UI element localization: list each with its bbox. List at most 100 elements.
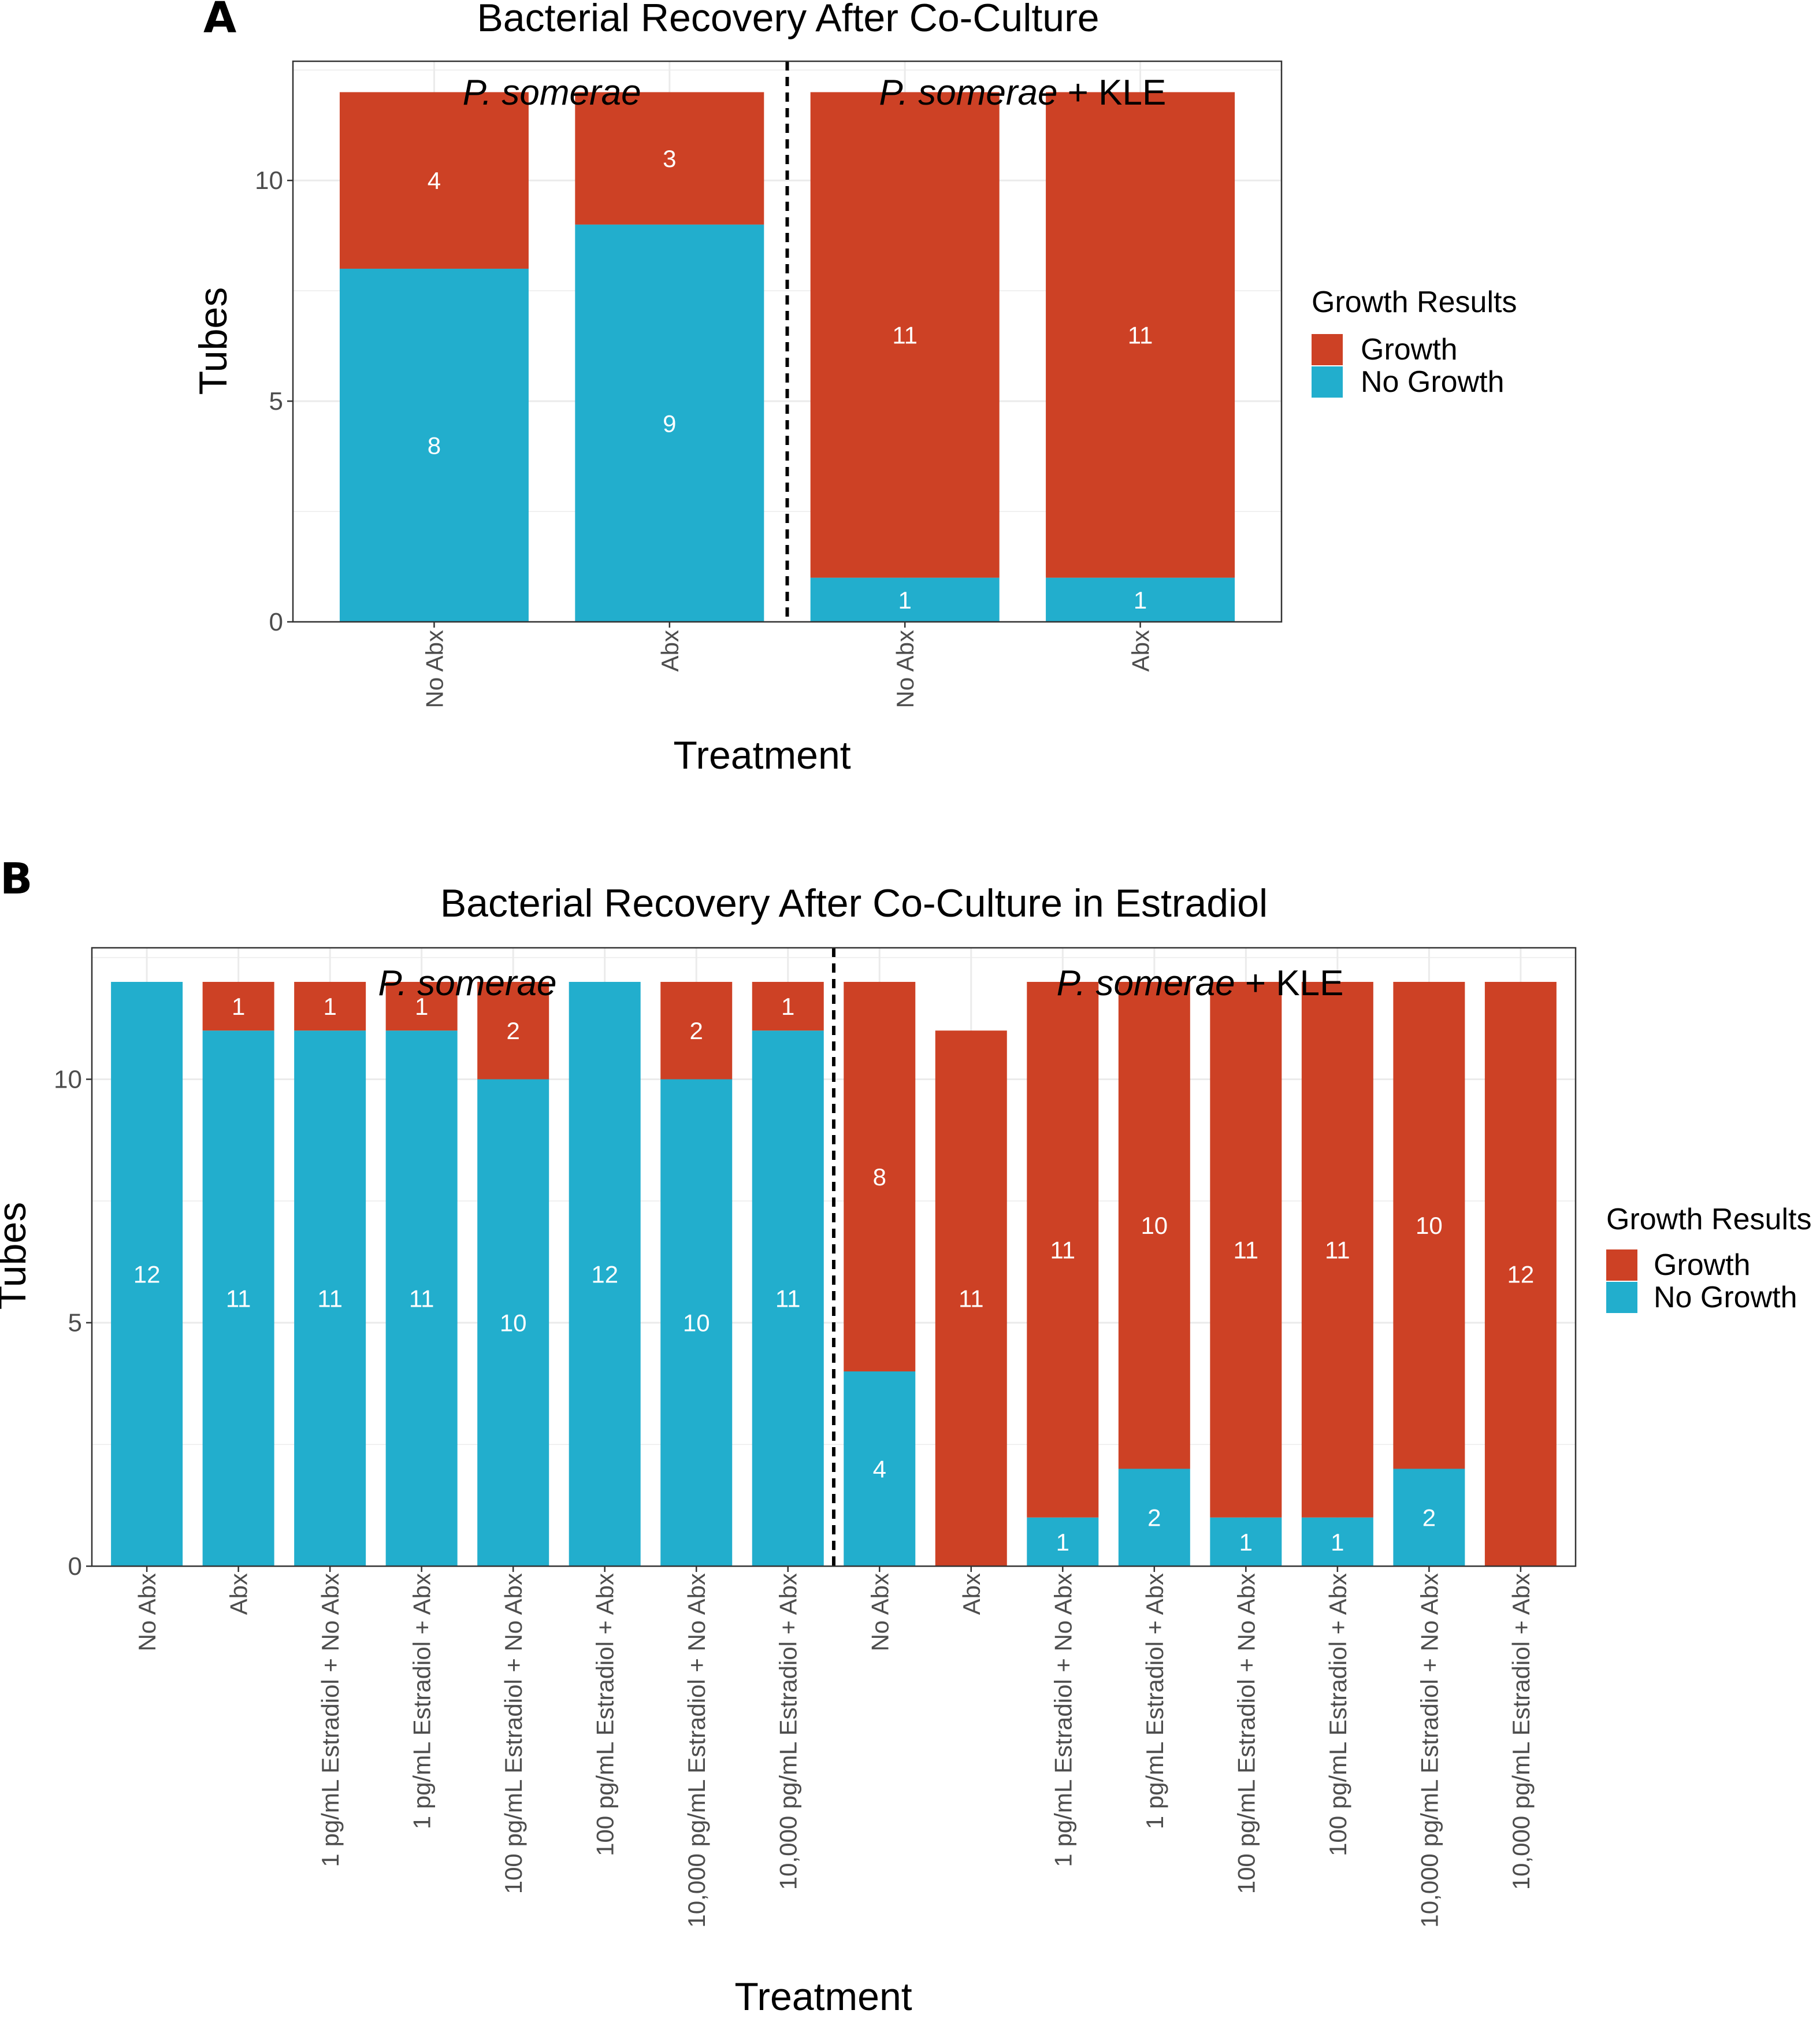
bar-value-label: 10 [683,1310,710,1337]
bars [339,92,1235,622]
bar-segment-no-growth [844,1371,916,1566]
y-axis: 0 5 10 [54,1065,92,1581]
bar-segment-growth [1210,981,1282,1518]
y-tick-label: 0 [68,1552,82,1581]
bar-segment-growth [1046,92,1235,578]
panel-a: A Bacterial Recovery After Co-Culture 8 4 9 3… [191,0,1517,777]
legend-title: Growth Results [1606,1203,1811,1236]
legend-swatch-no-growth [1312,366,1343,398]
bar-segment-growth [1027,981,1099,1518]
x-tick-label: Abx [1127,630,1154,672]
x-axis: No Abx Abx No Abx Abx [421,622,1154,708]
bar-value-label: 1 [1331,1529,1344,1556]
bar-segment-no-growth [569,981,641,1566]
bar-segment-growth [935,1030,1007,1566]
bar-segment-no-growth [660,1079,733,1566]
y-axis-title: Tubes [191,287,235,395]
bar-value-label: 8 [873,1163,886,1191]
plot-border [91,947,1577,1567]
chart-title: Bacterial Recovery After Co-Culture [477,0,1099,40]
bar-value-label: 11 [1050,1236,1075,1263]
species-name: P. somerae [1057,963,1235,1003]
x-tick-label: Abx [958,1573,985,1615]
bar-segment-growth [294,981,366,1031]
bar-segment-growth [1393,981,1465,1469]
bar-value-label: 8 [428,432,441,459]
bar-value-label: 1 [781,993,794,1020]
bar-value-label: 4 [428,167,441,194]
bar-segment-no-growth [339,268,529,622]
x-tick-label: 100 pg/mL Estradiol + No Abx [1232,1573,1260,1894]
x-tick-label: Abx [656,630,684,672]
bar-value-label: 11 [317,1285,343,1312]
x-tick-label: No Abx [133,1573,161,1651]
panel-b: B Bacterial Recovery After Co-Culture in … [0,854,1811,2019]
bar-value-label: 2 [1422,1504,1436,1531]
bar-value-label: 11 [226,1285,251,1312]
x-tick-label: No Abx [866,1573,893,1651]
chart-title: Bacterial Recovery After Co-Culture in E… [440,881,1268,925]
legend-label: Growth [1361,333,1458,366]
bar-value-label: 11 [892,322,918,349]
group-strip-label: P. somerae + KLE [879,73,1166,113]
bar-value-label: 1 [1134,587,1147,614]
species-suffix: + KLE [1057,73,1166,113]
bar-value-label: 1 [1239,1529,1253,1556]
bar-segment-no-growth [1118,1469,1190,1566]
species-name: P. somerae [378,963,556,1003]
bar-segment-no-growth [477,1079,549,1566]
bar-segment-growth [339,92,529,269]
bar-segment-growth [810,92,1000,578]
species-name: P. somerae [879,73,1057,113]
x-tick-label: 100 pg/mL Estradiol + Abx [592,1573,619,1856]
y-tick-label: 10 [255,166,283,195]
legend-swatch-growth [1606,1249,1637,1281]
bar-segment-growth [202,981,274,1031]
bar-segment-growth [1484,981,1557,1566]
bar-value-label: 2 [1147,1504,1161,1531]
x-tick-label: 1 pg/mL Estradiol + No Abx [317,1573,344,1867]
bar-value-label: 1 [898,587,912,614]
bar-segment-growth [477,981,549,1080]
x-tick-label: 10,000 pg/mL Estradiol + Abx [1507,1573,1535,1890]
bar-value-label: 12 [1507,1260,1535,1288]
bar-segment-no-growth [1393,1469,1465,1566]
bar-value-label: 11 [775,1285,801,1312]
species-name: P. somerae [463,73,641,113]
x-tick-label: 100 pg/mL Estradiol + No Abx [500,1573,527,1894]
bar-segment-growth [575,92,764,225]
bar-value-label: 1 [232,993,245,1020]
y-tick-label: 0 [269,608,283,636]
x-tick-label: 10,000 pg/mL Estradiol + No Abx [683,1573,710,1928]
bar-segment-no-growth [111,981,183,1566]
x-tick-label: 1 pg/mL Estradiol + Abx [408,1573,436,1829]
y-tick-label: 5 [68,1309,82,1337]
bar-value-label: 11 [409,1285,434,1312]
group-strip-label: P. somerae + KLE [1057,963,1344,1003]
bar-value-label: 2 [507,1017,520,1044]
bar-segment-no-growth [1210,1517,1282,1566]
x-axis: No Abx Abx 1 pg/mL Estradiol + No Abx 1 pg/… [133,1566,1535,1928]
species-suffix: + KLE [1235,963,1344,1003]
x-tick-label: 10,000 pg/mL Estradiol + Abx [775,1573,802,1890]
y-axis: 0 5 10 [255,166,293,636]
bars [111,981,1557,1566]
y-axis-title: Tubes [0,1202,34,1310]
legend-label: No Growth [1361,365,1505,399]
legend-swatch-growth [1312,334,1343,365]
bar-segment-no-growth [294,1030,366,1566]
group-strip-label: P. somerae [378,963,556,1003]
bar-segment-no-growth [810,577,1000,622]
bar-segment-no-growth [752,1030,824,1566]
bar-value-label: 10 [500,1310,527,1337]
bar-labels: 1211111111110212102111481111121011111121… [133,993,1534,1556]
legend-label: Growth [1654,1248,1751,1282]
bar-value-label: 2 [690,1017,703,1044]
group-strip-label: P. somerae [463,73,641,113]
bar-value-label: 3 [663,145,676,172]
bar-segment-growth [660,981,733,1080]
